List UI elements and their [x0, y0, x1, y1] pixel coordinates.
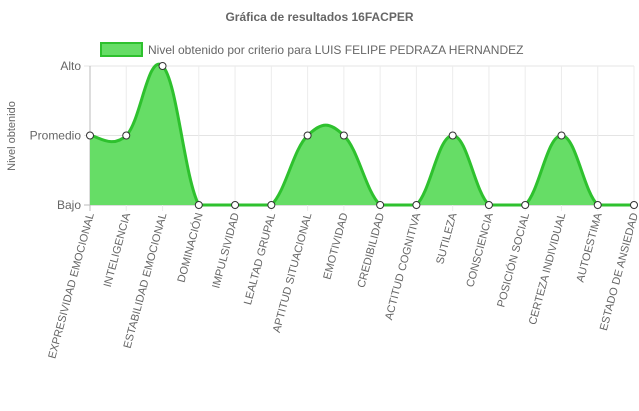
data-point[interactable] — [448, 131, 457, 140]
x-tick-label: POSICIÓN SOCIAL — [494, 211, 532, 308]
x-tick-label: EXPRESIVIDAD EMOCIONAL — [46, 212, 97, 360]
legend-label: Nivel obtenido por criterio para LUIS FE… — [148, 43, 523, 57]
x-tick-label: ESTABILIDAD EMOCIONAL — [122, 212, 170, 350]
x-tick-label: AUTOESTIMA — [575, 211, 605, 284]
x-axis-ticks: EXPRESIVIDAD EMOCIONAL INTELIGENCIAESTABI… — [46, 211, 639, 360]
data-point[interactable] — [86, 131, 94, 140]
data-point[interactable] — [339, 131, 348, 140]
data-point[interactable] — [267, 201, 276, 209]
legend[interactable]: Nivel obtenido por criterio para LUIS FE… — [100, 42, 523, 57]
x-tick-label: LEALTAD GRUPAL — [242, 212, 278, 307]
y-tick-label: Alto — [60, 59, 81, 73]
x-tick-label: SUTILEZA — [434, 211, 459, 266]
x-tick-label: CERTEZA INDIVIDUAL — [527, 212, 568, 327]
x-tick-label: APTITUD SITUACIONAL — [271, 212, 315, 334]
data-point[interactable] — [122, 131, 131, 140]
series-line — [89, 62, 634, 207]
data-point[interactable] — [194, 201, 203, 209]
series-area — [90, 64, 634, 205]
chart-title: Gráfica de resultados 16FACPER — [225, 10, 413, 24]
x-tick-label: EMOTIVIDAD — [321, 212, 350, 281]
y-tick-label: Bajo — [57, 198, 81, 212]
data-point[interactable] — [484, 201, 493, 209]
x-tick-label: ESTADO DE ANSIEDAD — [598, 212, 639, 332]
data-point[interactable] — [412, 201, 421, 209]
data-point[interactable] — [158, 62, 167, 70]
data-point[interactable] — [630, 201, 638, 209]
plot-area — [86, 62, 638, 209]
data-point[interactable] — [593, 201, 602, 209]
y-axis-title: Nivel obtenido — [6, 101, 18, 171]
x-tick-label: ACTITUD COGNITIVA — [383, 211, 423, 321]
data-point[interactable] — [231, 201, 240, 209]
data-point[interactable] — [521, 201, 530, 209]
x-tick-label: INTELIGENCIA — [102, 211, 134, 289]
x-tick-label: CREDIBILIDAD — [356, 212, 388, 290]
x-tick-label: CONSCIENCIA — [464, 211, 496, 289]
data-point[interactable] — [303, 131, 312, 140]
data-point[interactable] — [557, 131, 566, 140]
x-tick-label: DOMINACIÓN — [175, 211, 206, 283]
legend-swatch — [100, 42, 143, 57]
y-axis-ticks: Bajo Promedio Alto — [30, 59, 82, 212]
x-tick-label: IMPULSIVIDAD — [210, 212, 242, 290]
data-point[interactable] — [376, 201, 385, 209]
y-tick-label: Promedio — [30, 129, 82, 143]
